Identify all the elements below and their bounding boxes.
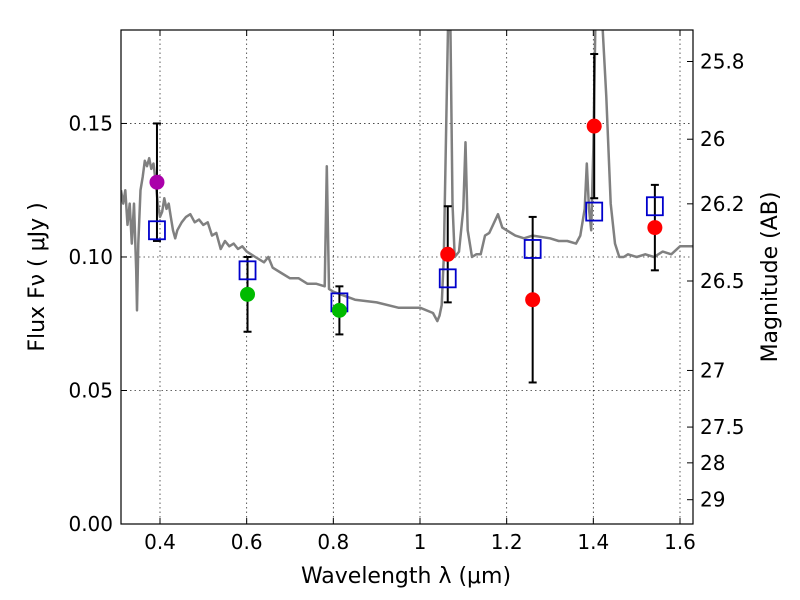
model-point	[238, 260, 257, 281]
observed-point	[647, 220, 663, 236]
observed-point	[586, 118, 602, 134]
observed-point	[331, 302, 347, 318]
y2-tick-label: 27	[700, 358, 725, 382]
model-photometry-layer	[148, 196, 664, 313]
plot-frame	[120, 29, 694, 525]
x-tick-label: 1	[414, 530, 427, 554]
y2-tick-label: 29	[700, 488, 725, 512]
sed-line	[121, 30, 693, 323]
y2-axis-ticks: 25.8 26 26.2 26.5 27 27.5 28 29	[687, 50, 745, 512]
observed-point	[149, 174, 165, 190]
y-tick-label: 0.15	[68, 111, 113, 135]
y2-tick-label: 26	[700, 127, 725, 151]
y2-tick-label: 27.5	[700, 415, 745, 439]
y-tick-label: 0.10	[68, 245, 113, 269]
y-axis-label: Flux Fν ( μJy )	[25, 202, 50, 351]
x-tick-label: 1.4	[577, 530, 609, 554]
x-axis-label: Wavelength λ (μm)	[301, 564, 511, 589]
y-tick-label: 0.00	[68, 512, 113, 536]
y2-tick-label: 26.2	[700, 192, 745, 216]
y2-tick-label: 26.5	[700, 269, 745, 293]
y-tick-label: 0.05	[68, 378, 113, 402]
observed-photometry-layer	[149, 118, 663, 318]
sed-line-layer	[121, 30, 693, 323]
x-tick-label: 1.2	[491, 530, 523, 554]
model-point	[523, 239, 542, 259]
x-axis-ticks: 0.4 0.6 0.8 1 1.2 1.4 1.6	[144, 30, 696, 554]
y2-tick-label: 28	[700, 451, 725, 475]
y-axis-ticks: 0.00 0.05 0.10 0.15	[68, 111, 127, 536]
model-point	[148, 220, 166, 241]
x-tick-label: 1.6	[664, 530, 696, 554]
x-tick-label: 0.6	[231, 530, 263, 554]
y2-axis-label: Magnitude (AB)	[758, 192, 783, 363]
model-point	[645, 196, 664, 217]
observed-point	[525, 292, 541, 308]
model-point	[585, 201, 604, 222]
model-point	[438, 268, 457, 289]
observed-point	[240, 286, 256, 302]
y2-tick-label: 25.8	[700, 50, 745, 74]
observed-point	[440, 246, 456, 262]
x-tick-label: 0.4	[144, 530, 176, 554]
x-tick-label: 0.8	[317, 530, 349, 554]
